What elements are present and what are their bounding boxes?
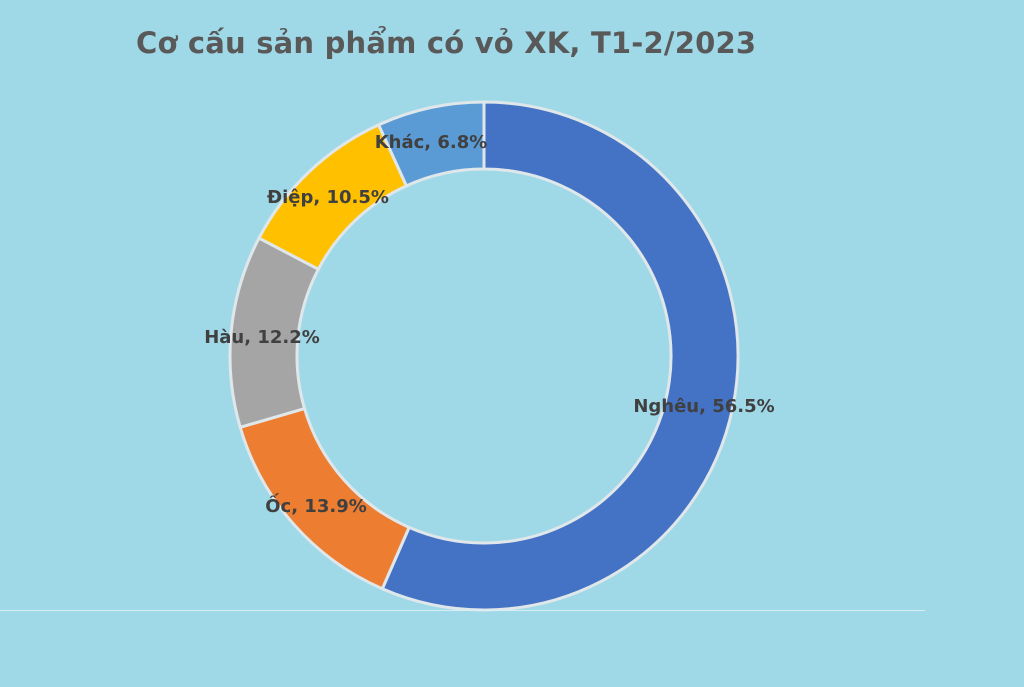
slice-label-2: Hàu, 12.2% (204, 327, 320, 348)
slice-label-0: Nghêu, 56.5% (633, 396, 774, 417)
divider-line (0, 610, 925, 611)
slice-0 (380, 100, 740, 612)
slice-label-4: Khác, 6.8% (375, 132, 488, 153)
slice-label-3: Điệp, 10.5% (267, 187, 389, 208)
label-group: Nghêu, 56.5% Ốc, 13.9% Hàu, 12.2% Điệp, 10.… (204, 132, 774, 517)
slice-group (228, 100, 740, 612)
slice-4 (376, 100, 486, 188)
slice-label-1: Ốc, 13.9% (265, 493, 367, 517)
chart-title: Cơ cấu sản phẩm có vỏ XK, T1-2/2023 (136, 26, 757, 60)
